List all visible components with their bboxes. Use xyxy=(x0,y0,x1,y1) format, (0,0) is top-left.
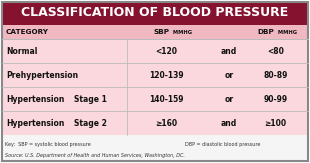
Text: MMHG: MMHG xyxy=(276,30,297,35)
Text: ≥100: ≥100 xyxy=(264,119,286,127)
FancyBboxPatch shape xyxy=(2,39,308,63)
Text: 80-89: 80-89 xyxy=(263,71,288,80)
FancyBboxPatch shape xyxy=(2,2,308,161)
Text: 90-99: 90-99 xyxy=(264,95,288,104)
FancyBboxPatch shape xyxy=(2,87,308,111)
FancyBboxPatch shape xyxy=(2,111,308,135)
Text: 120-139: 120-139 xyxy=(149,71,183,80)
Text: DBP = diastolic blood pressure: DBP = diastolic blood pressure xyxy=(185,142,260,147)
Text: MMHG: MMHG xyxy=(171,30,192,35)
FancyBboxPatch shape xyxy=(2,135,308,161)
Text: Stage 2: Stage 2 xyxy=(74,119,107,127)
Text: or: or xyxy=(224,71,233,80)
Text: and: and xyxy=(221,119,237,127)
Text: Key:  SBP = systolic blood pressure: Key: SBP = systolic blood pressure xyxy=(5,142,91,147)
Text: ≥160: ≥160 xyxy=(155,119,177,127)
Text: and: and xyxy=(221,46,237,55)
Text: <80: <80 xyxy=(267,46,284,55)
Text: 140-159: 140-159 xyxy=(149,95,183,104)
Text: DBP: DBP xyxy=(258,29,274,35)
Text: CATEGORY: CATEGORY xyxy=(6,29,49,35)
Text: Prehypertension: Prehypertension xyxy=(6,71,78,80)
Text: or: or xyxy=(224,95,233,104)
FancyBboxPatch shape xyxy=(2,25,308,39)
Text: Stage 1: Stage 1 xyxy=(74,95,107,104)
Text: Hypertension: Hypertension xyxy=(6,95,64,104)
FancyBboxPatch shape xyxy=(2,1,308,25)
Text: CLASSIFICATION OF BLOOD PRESSURE: CLASSIFICATION OF BLOOD PRESSURE xyxy=(21,7,289,20)
Text: SBP: SBP xyxy=(154,29,170,35)
Text: Hypertension: Hypertension xyxy=(6,119,64,127)
Text: Source: U.S. Department of Health and Human Services, Washington, DC.: Source: U.S. Department of Health and Hu… xyxy=(5,153,185,158)
Text: <120: <120 xyxy=(155,46,177,55)
Text: Normal: Normal xyxy=(6,46,38,55)
FancyBboxPatch shape xyxy=(2,63,308,87)
